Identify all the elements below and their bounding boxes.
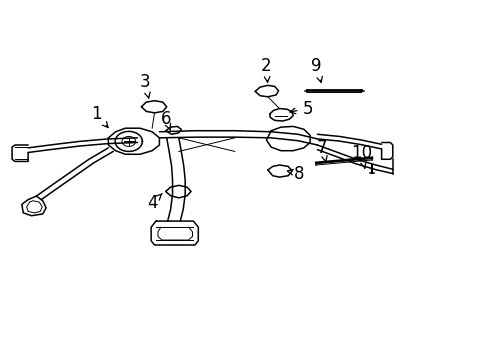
Text: 8: 8 xyxy=(287,165,304,183)
Text: 3: 3 xyxy=(139,73,150,98)
Text: 6: 6 xyxy=(160,109,171,130)
Text: 10: 10 xyxy=(350,144,371,168)
Text: 2: 2 xyxy=(261,57,271,82)
Text: 5: 5 xyxy=(289,100,312,118)
Text: 7: 7 xyxy=(316,139,327,162)
Text: 4: 4 xyxy=(146,193,162,212)
Text: 1: 1 xyxy=(91,105,108,127)
Text: 9: 9 xyxy=(310,57,322,82)
